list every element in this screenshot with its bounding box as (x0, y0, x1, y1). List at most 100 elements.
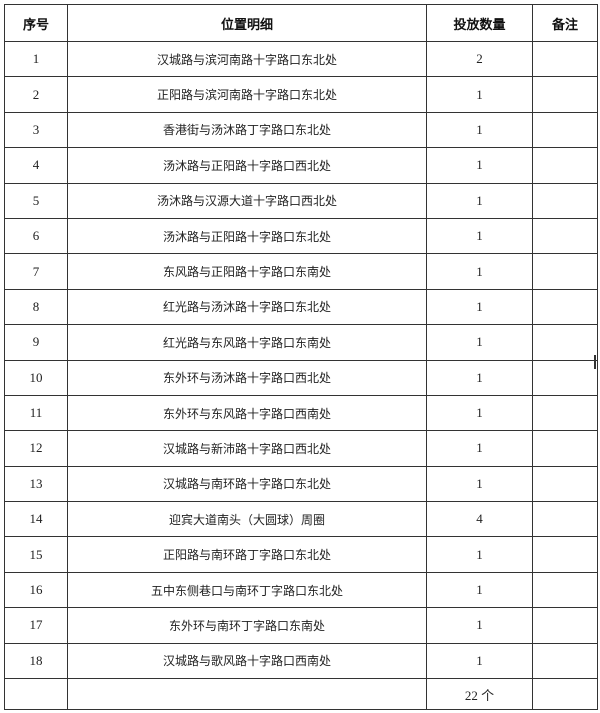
cell-no: 14 (4, 501, 68, 538)
table-row: 4 汤沐路与正阳路十字路口西北处 1 (4, 147, 598, 184)
cell-location (67, 678, 427, 711)
cell-location: 汉城路与歌风路十字路口西南处 (67, 642, 427, 680)
table-row: 18 汉城路与歌风路十字路口西南处 1 (4, 642, 598, 680)
cell-note (532, 678, 598, 711)
cell-note (532, 607, 598, 644)
cell-location: 红光路与东风路十字路口东南处 (67, 324, 427, 361)
cell-qty: 1 (426, 76, 533, 113)
table-row: 1 汉城路与滨河南路十字路口东北处 2 (4, 40, 598, 78)
table-row: 16 五中东侧巷口与南环丁字路口东北处 1 (4, 571, 598, 609)
cell-note (532, 40, 598, 78)
cell-location: 正阳路与南环路丁字路口东北处 (67, 536, 427, 573)
cell-location: 汉城路与新沛路十字路口西北处 (67, 430, 427, 467)
table-row: 7 东风路与正阳路十字路口东南处 1 (4, 253, 598, 290)
table-row: 12 汉城路与新沛路十字路口西北处 1 (4, 430, 598, 467)
cell-qty: 1 (426, 324, 533, 361)
text-cursor (594, 355, 596, 369)
cell-note (532, 324, 598, 361)
cell-location: 汉城路与滨河南路十字路口东北处 (67, 40, 427, 78)
cell-location: 汤沐路与汉源大道十字路口西北处 (67, 182, 427, 219)
total-row: 22 个 (4, 678, 598, 711)
header-qty: 投放数量 (426, 4, 533, 42)
cell-qty: 1 (426, 253, 533, 290)
cell-note (532, 465, 598, 503)
placement-table: 序号 位置明细 投放数量 备注 1 汉城路与滨河南路十字路口东北处 2 2 正阳路与滨河… (4, 4, 598, 711)
cell-qty: 1 (426, 642, 533, 680)
cell-qty: 1 (426, 607, 533, 644)
table-row: 6 汤沐路与正阳路十字路口东北处 1 (4, 217, 598, 255)
header-location: 位置明细 (67, 4, 427, 42)
cell-qty: 1 (426, 359, 533, 396)
cell-no: 11 (4, 394, 68, 432)
cell-qty: 1 (426, 111, 533, 149)
table-row: 15 正阳路与南环路丁字路口东北处 1 (4, 536, 598, 573)
table-row: 9 红光路与东风路十字路口东南处 1 (4, 324, 598, 361)
cell-no: 15 (4, 536, 68, 573)
cell-note (532, 217, 598, 255)
cell-qty: 1 (426, 536, 533, 573)
cell-location: 汤沐路与正阳路十字路口东北处 (67, 217, 427, 255)
cell-note (532, 642, 598, 680)
cell-qty: 1 (426, 288, 533, 326)
cell-no: 12 (4, 430, 68, 467)
table-row: 17 东外环与南环丁字路口东南处 1 (4, 607, 598, 644)
table-row: 13 汉城路与南环路十字路口东北处 1 (4, 465, 598, 503)
cell-note (532, 394, 598, 432)
cell-qty: 1 (426, 430, 533, 467)
table-row: 2 正阳路与滨河南路十字路口东北处 1 (4, 76, 598, 113)
cell-no: 7 (4, 253, 68, 290)
cell-no: 13 (4, 465, 68, 503)
cell-no: 18 (4, 642, 68, 680)
cell-note (532, 182, 598, 219)
cell-location: 东外环与汤沐路十字路口西北处 (67, 359, 427, 396)
cell-note (532, 430, 598, 467)
cell-note (532, 288, 598, 326)
cell-no: 6 (4, 217, 68, 255)
cell-no: 3 (4, 111, 68, 149)
cell-note (532, 76, 598, 113)
cell-location: 汤沐路与正阳路十字路口西北处 (67, 147, 427, 184)
cell-location: 红光路与汤沐路十字路口东北处 (67, 288, 427, 326)
cell-note (532, 147, 598, 184)
cell-qty: 1 (426, 217, 533, 255)
header-no: 序号 (4, 4, 68, 42)
cell-note (532, 253, 598, 290)
table-row: 8 红光路与汤沐路十字路口东北处 1 (4, 288, 598, 326)
cell-location: 东外环与东风路十字路口西南处 (67, 394, 427, 432)
cell-note (532, 111, 598, 149)
cell-qty: 1 (426, 147, 533, 184)
cell-qty: 22 个 (426, 678, 533, 711)
cell-qty: 1 (426, 182, 533, 219)
table-row: 14 迎宾大道南头（大圆球）周圈 4 (4, 501, 598, 538)
cell-no: 4 (4, 147, 68, 184)
cell-qty: 1 (426, 465, 533, 503)
cell-no (4, 678, 68, 711)
cell-location: 正阳路与滨河南路十字路口东北处 (67, 76, 427, 113)
cell-no: 17 (4, 607, 68, 644)
cell-qty: 4 (426, 501, 533, 538)
cell-qty: 2 (426, 40, 533, 78)
cell-no: 1 (4, 40, 68, 78)
header-note: 备注 (532, 4, 598, 42)
cell-location: 迎宾大道南头（大圆球）周圈 (67, 501, 427, 538)
cell-location: 汉城路与南环路十字路口东北处 (67, 465, 427, 503)
cell-location: 香港街与汤沐路丁字路口东北处 (67, 111, 427, 149)
cell-no: 5 (4, 182, 68, 219)
cell-qty: 1 (426, 571, 533, 609)
cell-note (532, 571, 598, 609)
cell-note (532, 359, 598, 396)
cell-no: 9 (4, 324, 68, 361)
cell-location: 五中东侧巷口与南环丁字路口东北处 (67, 571, 427, 609)
cell-no: 10 (4, 359, 68, 396)
cell-location: 东风路与正阳路十字路口东南处 (67, 253, 427, 290)
cell-location: 东外环与南环丁字路口东南处 (67, 607, 427, 644)
cell-no: 16 (4, 571, 68, 609)
table-row: 3 香港街与汤沐路丁字路口东北处 1 (4, 111, 598, 149)
table-row: 5 汤沐路与汉源大道十字路口西北处 1 (4, 182, 598, 219)
table-row: 11 东外环与东风路十字路口西南处 1 (4, 394, 598, 432)
cell-note (532, 536, 598, 573)
cell-note (532, 501, 598, 538)
cell-qty: 1 (426, 394, 533, 432)
cell-no: 2 (4, 76, 68, 113)
header-row: 序号 位置明细 投放数量 备注 (4, 4, 598, 42)
